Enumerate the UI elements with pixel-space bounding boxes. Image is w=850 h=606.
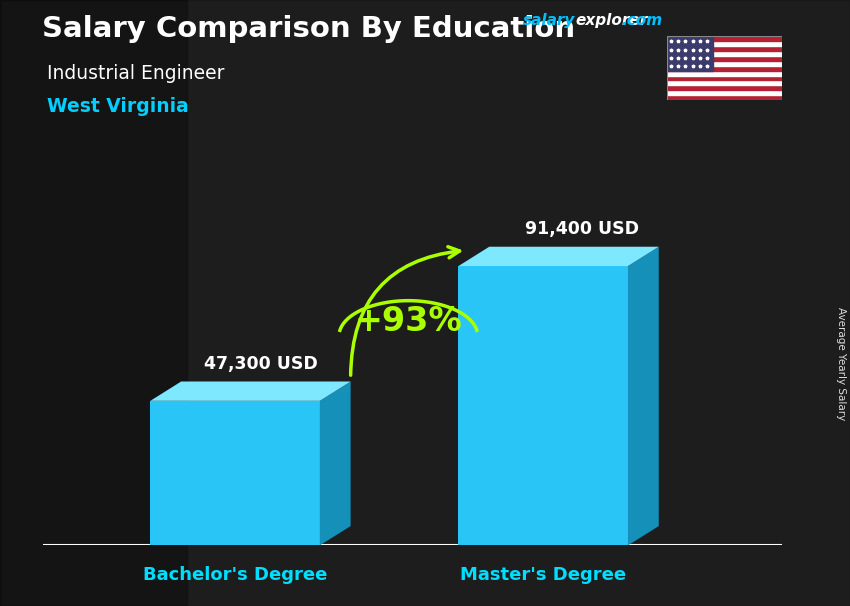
Bar <box>667 81 782 85</box>
Text: 47,300 USD: 47,300 USD <box>204 355 318 373</box>
Bar <box>667 36 713 71</box>
Text: 91,400 USD: 91,400 USD <box>524 220 638 238</box>
Text: explorer: explorer <box>575 13 648 28</box>
Bar <box>667 51 782 56</box>
Text: salary: salary <box>523 13 575 28</box>
Text: Salary Comparison By Education: Salary Comparison By Education <box>42 15 575 43</box>
Text: +93%: +93% <box>354 305 462 338</box>
Bar <box>667 41 782 46</box>
Text: Industrial Engineer: Industrial Engineer <box>47 64 224 82</box>
Bar <box>667 71 782 76</box>
Bar <box>150 401 320 545</box>
Bar <box>458 266 628 545</box>
Bar <box>667 76 782 81</box>
Bar <box>667 85 782 90</box>
Bar <box>667 56 782 61</box>
Polygon shape <box>628 247 659 545</box>
Bar <box>667 46 782 51</box>
Bar <box>667 36 782 41</box>
Polygon shape <box>150 382 350 401</box>
Bar <box>667 90 782 95</box>
Polygon shape <box>320 382 350 545</box>
Bar <box>667 65 782 71</box>
Bar <box>667 95 782 100</box>
Text: West Virginia: West Virginia <box>47 97 189 116</box>
Text: .com: .com <box>621 13 662 28</box>
Text: Average Yearly Salary: Average Yearly Salary <box>836 307 846 420</box>
Polygon shape <box>458 247 659 266</box>
Bar <box>0 0 187 606</box>
Bar <box>667 61 782 65</box>
